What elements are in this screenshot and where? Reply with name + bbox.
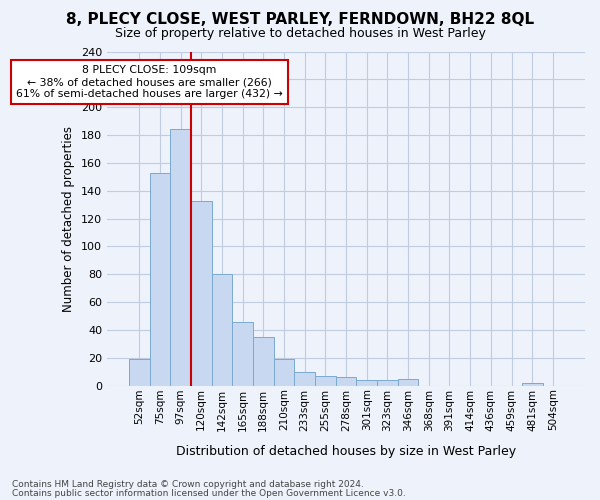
Bar — [336, 378, 356, 386]
Text: Contains HM Land Registry data © Crown copyright and database right 2024.: Contains HM Land Registry data © Crown c… — [12, 480, 364, 489]
Y-axis label: Number of detached properties: Number of detached properties — [62, 126, 76, 312]
Bar — [149, 172, 170, 386]
Text: Size of property relative to detached houses in West Parley: Size of property relative to detached ho… — [115, 28, 485, 40]
Bar — [377, 380, 398, 386]
Text: 8, PLECY CLOSE, WEST PARLEY, FERNDOWN, BH22 8QL: 8, PLECY CLOSE, WEST PARLEY, FERNDOWN, B… — [66, 12, 534, 28]
Bar — [356, 380, 377, 386]
Bar — [129, 360, 149, 386]
Bar — [191, 200, 212, 386]
Bar — [522, 383, 542, 386]
Bar — [274, 360, 295, 386]
Bar — [212, 274, 232, 386]
Bar — [170, 130, 191, 386]
Text: Contains public sector information licensed under the Open Government Licence v3: Contains public sector information licen… — [12, 488, 406, 498]
Text: 8 PLECY CLOSE: 109sqm
← 38% of detached houses are smaller (266)
61% of semi-det: 8 PLECY CLOSE: 109sqm ← 38% of detached … — [16, 66, 283, 98]
Bar — [232, 322, 253, 386]
Bar — [295, 372, 315, 386]
X-axis label: Distribution of detached houses by size in West Parley: Distribution of detached houses by size … — [176, 444, 516, 458]
Bar — [398, 378, 418, 386]
Bar — [315, 376, 336, 386]
Bar — [253, 337, 274, 386]
